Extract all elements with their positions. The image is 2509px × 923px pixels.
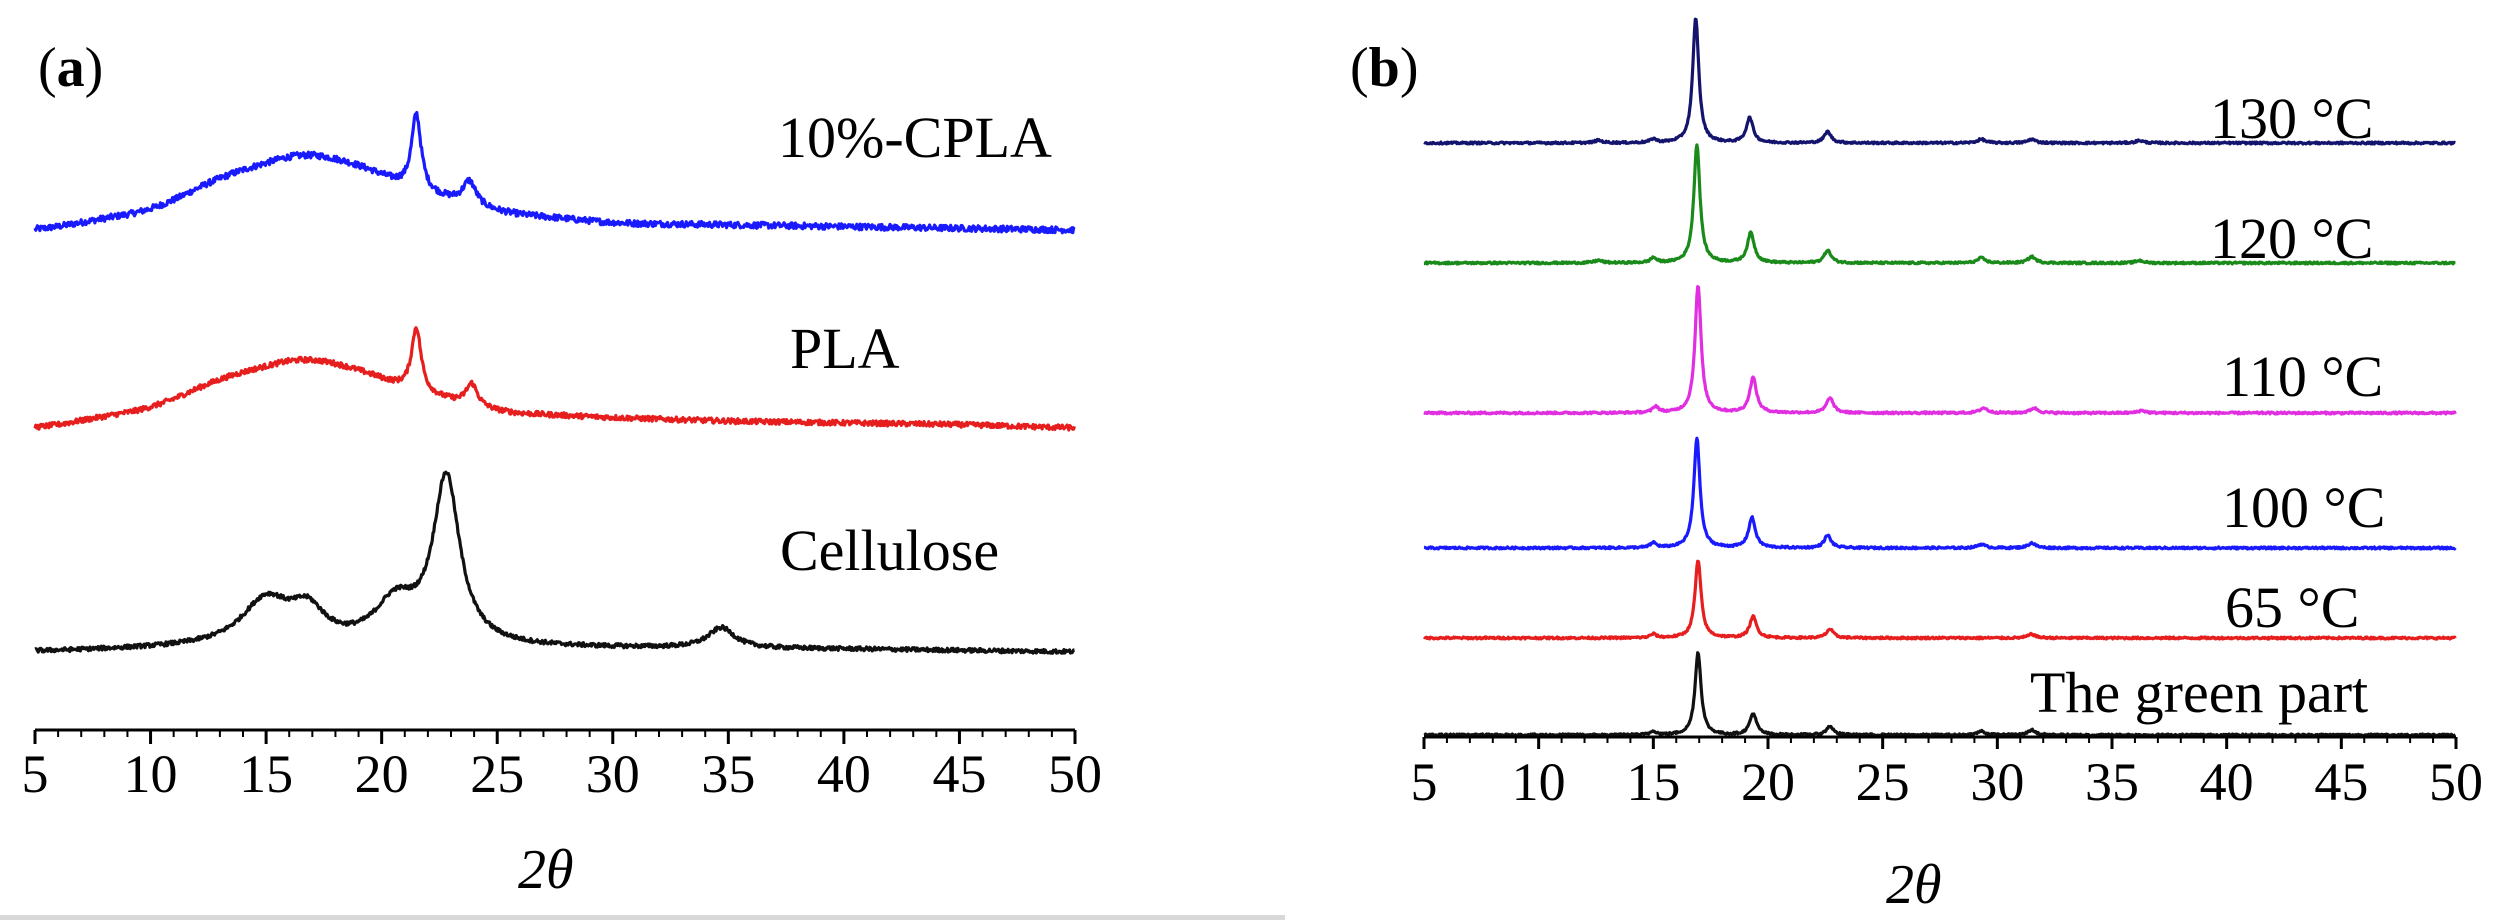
x-tick-label-40: 40 [817,744,871,804]
series-curve-120-c [1423,143,2457,266]
panel-a: (a) 5 10 15 20 25 30 35 40 45 50 10%-CPLA PLA Cel… [22,37,1103,901]
panel-b: (b) 5 10 15 20 25 30 35 40 45 50 130 °C 120 °C 11… [1350,17,2484,916]
x-tick-label-15: 15 [239,744,293,804]
series-label-10pct-cpla: 10%-CPLA [778,105,1052,170]
x-tick-label-5: 5 [22,744,49,804]
x-tick-label-50: 50 [2429,752,2483,812]
series-label-green-part: The green part [2030,660,2368,725]
x-tick-label-25: 25 [470,744,524,804]
series-label-110c: 110 °C [2222,344,2383,409]
panel-a-series-labels: 10%-CPLA PLA Cellulose [778,105,1052,583]
series-curve-65-c [1422,559,2457,641]
series-label-120c: 120 °C [2210,206,2373,271]
series-curve-130-c [1423,17,2457,146]
series-label-pla: PLA [790,316,900,381]
x-tick-label-5: 5 [1411,752,1438,812]
x-tick-label-45: 45 [2314,752,2368,812]
panel-a-curves [33,110,1076,655]
series-curve-cellulose [34,470,1076,655]
series-curve-the-green-part [1423,651,2457,738]
x-tick-label-40: 40 [2200,752,2254,812]
series-curve-10-cpla [33,110,1076,235]
x-tick-label-35: 35 [701,744,755,804]
series-label-100c: 100 °C [2222,475,2385,540]
series-label-130c: 130 °C [2210,86,2373,151]
panel-a-ticks [33,730,1077,744]
panel-b-series-labels: 130 °C 120 °C 110 °C 100 °C 65 °C The gr… [2030,86,2385,725]
series-curve-100-c [1423,436,2457,551]
x-tick-label-25: 25 [1856,752,1910,812]
x-tick-label-15: 15 [1626,752,1680,812]
panel-b-label: (b) [1350,37,1418,99]
panel-a-tick-labels: 5 10 15 20 25 30 35 40 45 50 [22,744,1103,804]
x-tick-label-20: 20 [355,744,409,804]
x-tick-label-30: 30 [586,744,640,804]
series-curve-110-c [1423,285,2457,416]
x-tick-label-50: 50 [1048,744,1102,804]
panel-a-x-axis-title: 2θ [518,839,574,901]
x-tick-label-35: 35 [2085,752,2139,812]
series-curve-pla [33,326,1076,432]
series-label-cellulose: Cellulose [780,518,999,583]
x-tick-label-20: 20 [1741,752,1795,812]
panel-b-x-axis-title: 2θ [1886,854,1942,916]
x-tick-label-10: 10 [1512,752,1566,812]
x-tick-label-30: 30 [1970,752,2024,812]
series-label-65c: 65 °C [2225,575,2359,640]
x-tick-label-45: 45 [932,744,986,804]
panel-b-curves [1422,17,2457,738]
panel-b-tick-labels: 5 10 15 20 25 30 35 40 45 50 [1411,752,2484,812]
panel-b-ticks [1422,737,2458,749]
x-tick-label-10: 10 [124,744,178,804]
panel-a-letter: a [57,37,85,99]
panel-a-label: (a) [38,37,103,99]
panel-b-letter: b [1369,37,1400,99]
bottom-divider [0,915,1285,920]
